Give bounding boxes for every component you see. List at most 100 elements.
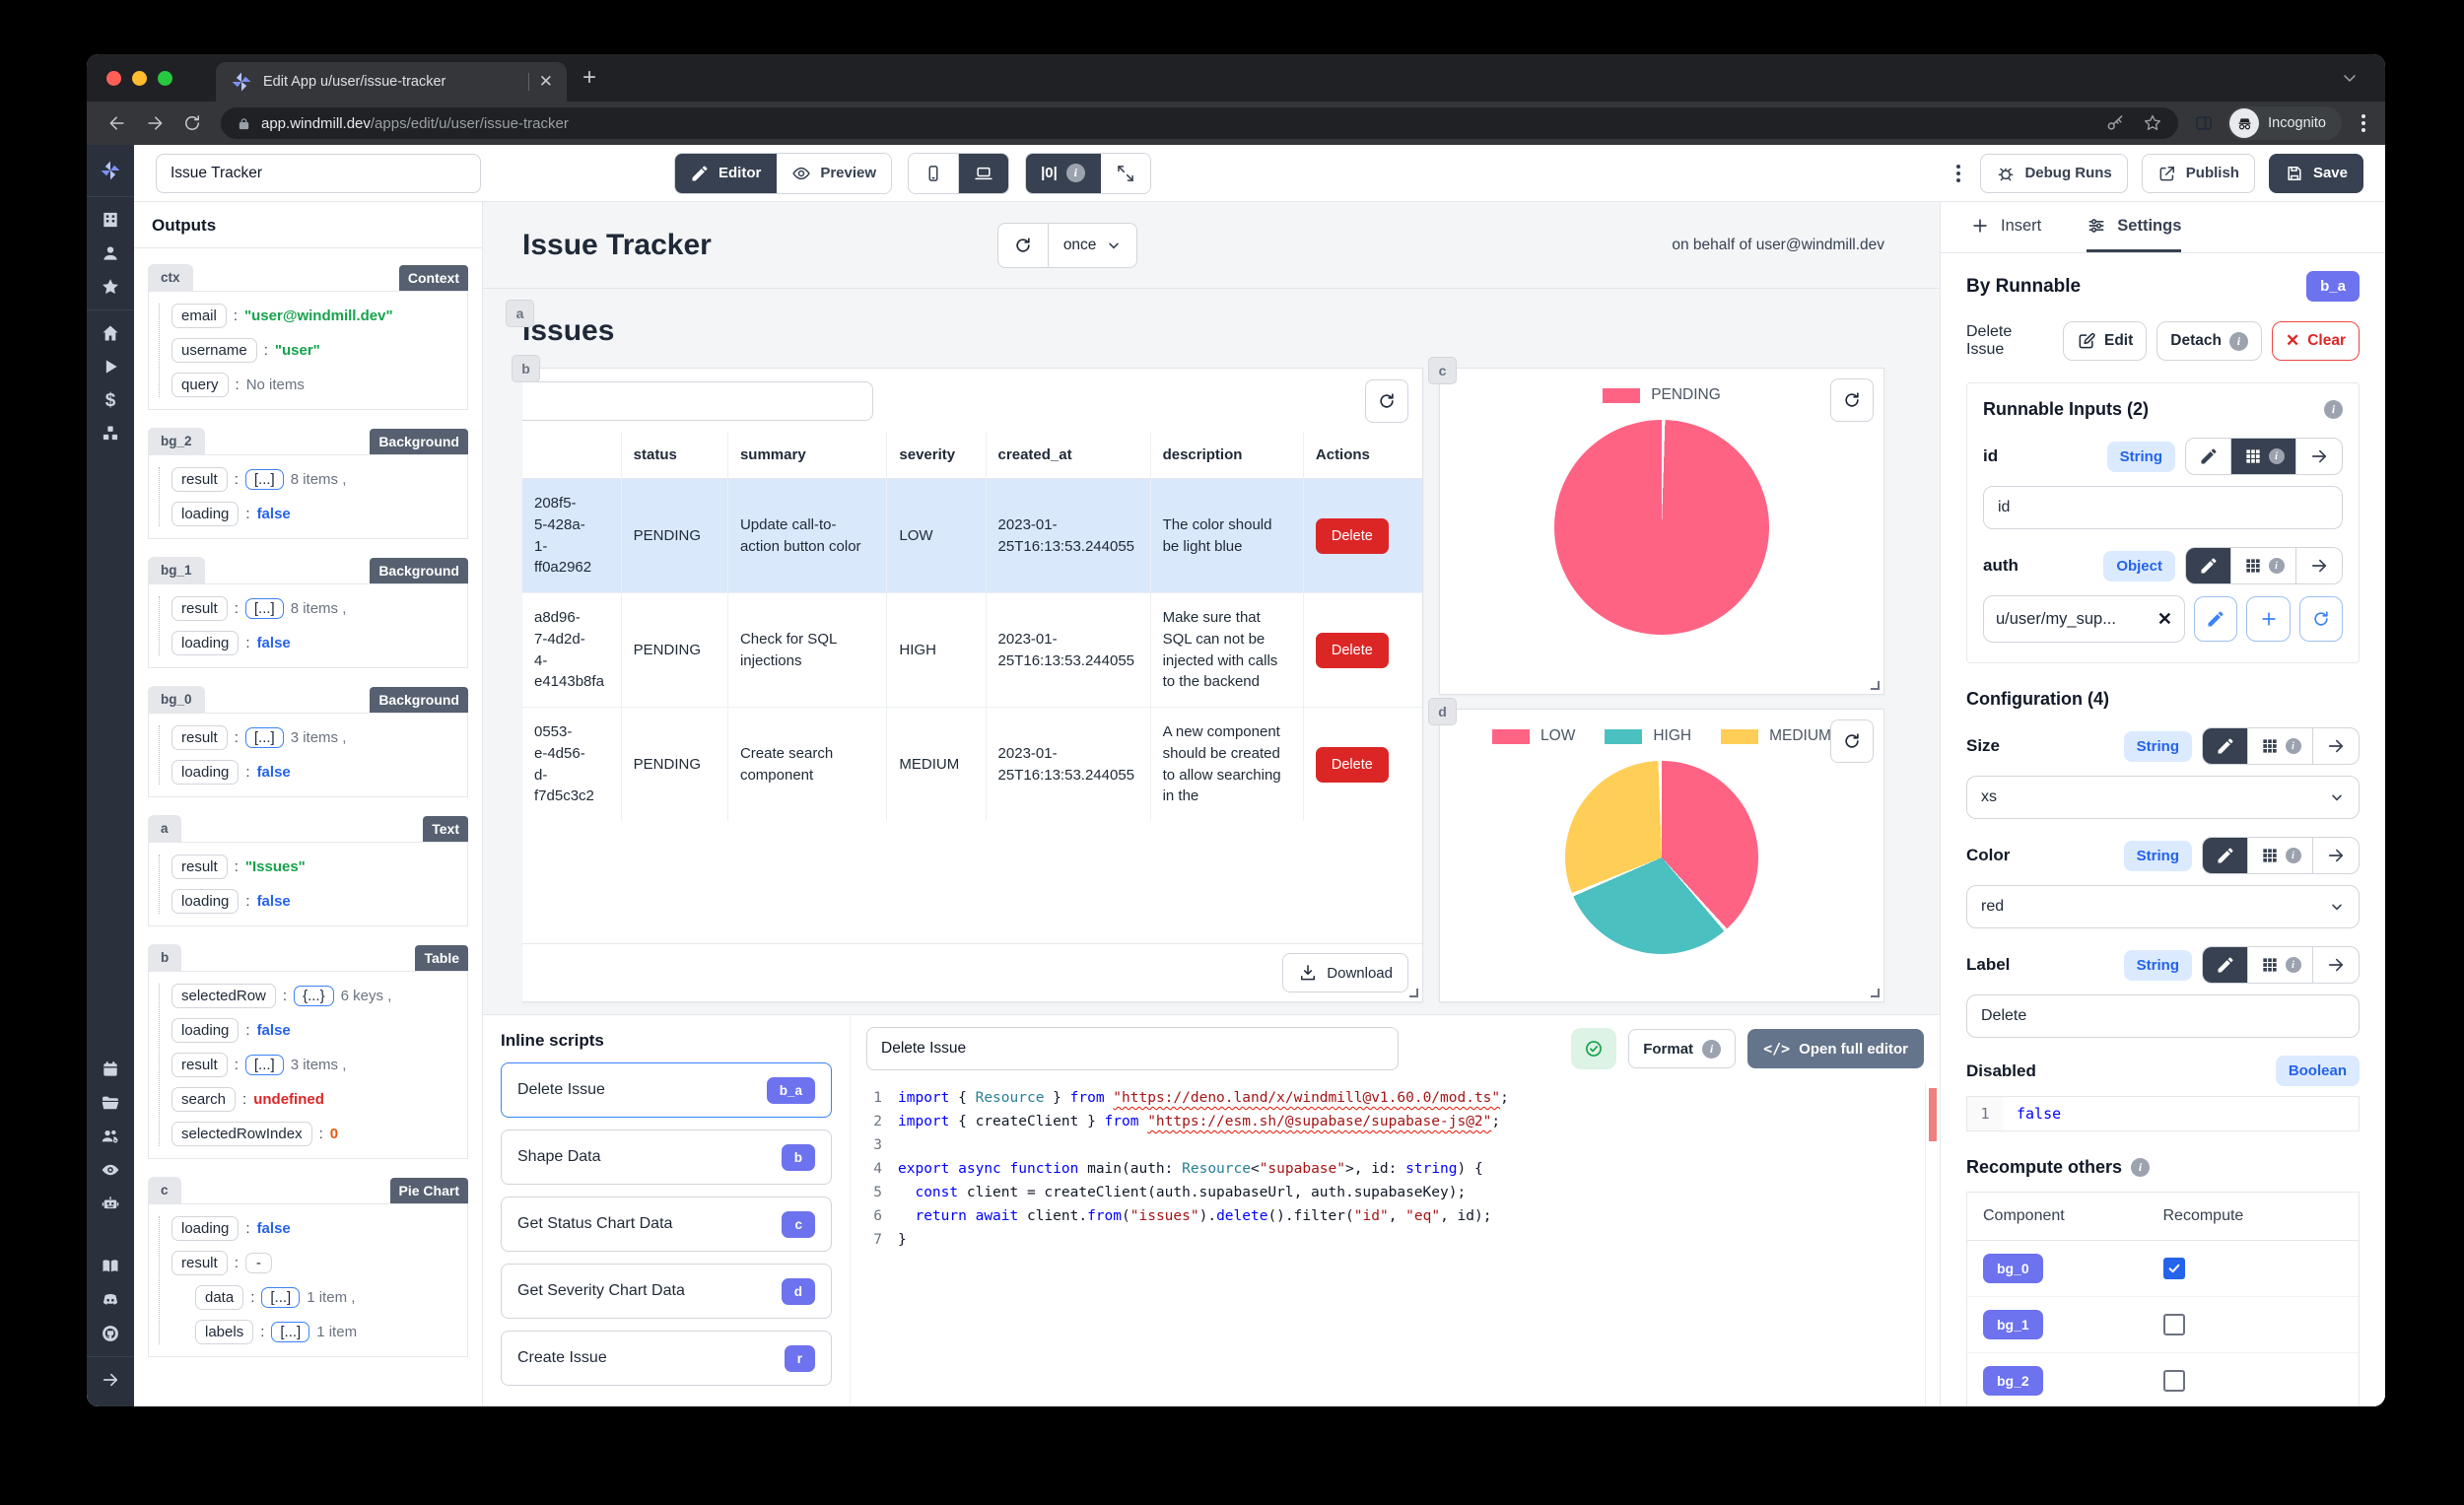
format-button[interactable]: Format i <box>1628 1029 1737 1068</box>
connect-mode-icon[interactable]: i <box>2248 728 2313 764</box>
play-icon[interactable] <box>101 357 120 376</box>
delete-row-button[interactable]: Delete <box>1315 517 1389 554</box>
more-menu-icon[interactable] <box>1951 164 1966 182</box>
eval-mode-icon[interactable] <box>2296 548 2342 583</box>
text-component[interactable]: a Issues <box>507 301 1884 348</box>
workspace-icon[interactable] <box>101 210 120 230</box>
column-header[interactable]: summary <box>727 432 888 479</box>
connect-mode-icon[interactable]: i <box>2248 947 2313 983</box>
book-icon[interactable] <box>101 1257 120 1276</box>
minimize-window-icon[interactable] <box>132 70 147 86</box>
eval-mode-icon[interactable] <box>2313 728 2359 764</box>
star-icon[interactable] <box>101 277 120 297</box>
discord-icon[interactable] <box>101 1290 120 1310</box>
delete-row-button[interactable]: Delete <box>1315 632 1389 668</box>
output-key[interactable]: loading <box>171 631 240 655</box>
binding-mode-toggle[interactable]: i <box>2185 547 2343 584</box>
column-header[interactable]: status <box>621 432 728 479</box>
table-row[interactable]: 208f5- 5-428a- 1- ff0a2962 PENDING Updat… <box>522 478 1422 593</box>
field-select[interactable]: xs <box>1966 776 2360 819</box>
inline-script-item[interactable]: Shape Data b <box>501 1129 832 1185</box>
legend-entry[interactable]: HIGH <box>1605 727 1691 745</box>
output-component-id[interactable]: ctx <box>148 264 193 291</box>
recompute-checkbox[interactable] <box>2162 1314 2185 1335</box>
field-input[interactable]: id <box>1983 486 2343 529</box>
editor-scrollbar[interactable] <box>1925 1082 1940 1406</box>
editor-tab[interactable]: Editor <box>675 153 778 193</box>
field-select[interactable]: red <box>1966 885 2360 928</box>
refresh-mode-dropdown[interactable]: once <box>1049 224 1137 267</box>
calendar-icon[interactable] <box>101 1060 120 1079</box>
binding-mode-toggle[interactable]: i <box>2202 837 2360 874</box>
output-key[interactable]: result <box>171 1251 228 1275</box>
output-key[interactable]: loading <box>171 502 240 526</box>
output-key[interactable]: selectedRowIndex <box>171 1122 312 1146</box>
resource-picker[interactable]: u/user/my_sup... ✕ <box>1983 595 2185 643</box>
legend-entry[interactable]: PENDING <box>1603 386 1721 404</box>
incognito-badge[interactable]: Incognito <box>2227 106 2342 140</box>
chevron-down-icon[interactable] <box>2340 68 2360 88</box>
hide-outputs-button[interactable]: |0| i <box>1026 153 1101 193</box>
resize-handle[interactable] <box>1871 681 1880 690</box>
column-header[interactable]: description <box>1150 432 1304 479</box>
output-key[interactable]: loading <box>171 889 240 914</box>
tab-settings[interactable]: Settings <box>2087 202 2182 252</box>
field-input[interactable]: Delete <box>1966 994 2360 1038</box>
mobile-view-button[interactable] <box>909 153 960 193</box>
output-key[interactable]: loading <box>171 1018 240 1043</box>
github-icon[interactable] <box>101 1324 120 1343</box>
cubes-icon[interactable] <box>101 424 120 444</box>
resize-handle[interactable] <box>1871 989 1880 997</box>
save-button[interactable]: Save <box>2268 153 2363 193</box>
output-key[interactable]: labels <box>195 1320 254 1344</box>
inline-script-item[interactable]: Delete Issue b_a <box>501 1062 832 1118</box>
static-mode-icon[interactable] <box>2203 838 2248 873</box>
key-icon[interactable] <box>2105 113 2125 133</box>
output-component-id[interactable]: bg_2 <box>148 428 205 454</box>
output-key[interactable]: result <box>171 467 228 492</box>
inline-script-item[interactable]: Create Issue r <box>501 1331 832 1386</box>
boolean-code-editor[interactable]: 1 false <box>1966 1096 2360 1131</box>
close-window-icon[interactable] <box>106 70 121 86</box>
column-header[interactable]: Actions <box>1303 432 1422 479</box>
address-field[interactable]: app.windmill.dev/apps/edit/u/user/issue-… <box>221 107 2179 139</box>
detach-button[interactable]: Detach i <box>2156 321 2262 361</box>
output-component-id[interactable]: bg_1 <box>148 557 205 583</box>
eval-mode-icon[interactable] <box>2313 838 2359 873</box>
output-collapsed-value[interactable]: [...] <box>244 598 284 619</box>
output-key[interactable]: result <box>171 596 228 621</box>
recompute-checkbox[interactable] <box>2162 1258 2185 1279</box>
connect-mode-icon[interactable]: i <box>2231 439 2296 474</box>
user-group-icon[interactable] <box>101 1127 120 1146</box>
maximize-window-icon[interactable] <box>158 70 172 86</box>
tab-insert[interactable]: Insert <box>1970 202 2041 252</box>
static-mode-icon[interactable] <box>2203 728 2248 764</box>
publish-button[interactable]: Publish <box>2141 153 2255 193</box>
static-mode-icon[interactable] <box>2186 439 2231 474</box>
debug-runs-button[interactable]: Debug Runs <box>1980 153 2128 193</box>
output-key[interactable]: result <box>171 725 228 750</box>
add-resource-button[interactable] <box>2246 596 2291 642</box>
connect-mode-icon[interactable]: i <box>2248 838 2313 873</box>
output-key[interactable]: result <box>171 1053 228 1077</box>
output-key[interactable]: data <box>195 1285 244 1310</box>
output-key[interactable]: loading <box>171 1216 240 1241</box>
expand-sidebar-icon[interactable] <box>101 1370 120 1390</box>
eye-icon[interactable] <box>101 1160 120 1180</box>
chart-refresh-button[interactable] <box>1830 719 1874 763</box>
reload-icon[interactable] <box>175 106 209 140</box>
home-icon[interactable] <box>101 323 120 343</box>
canvas-refresh-button[interactable] <box>998 223 1049 267</box>
static-mode-icon[interactable] <box>2186 548 2231 583</box>
output-key[interactable]: loading <box>171 760 240 785</box>
inline-script-item[interactable]: Get Status Chart Data c <box>501 1197 832 1252</box>
output-key[interactable]: search <box>171 1087 237 1112</box>
close-tab-icon[interactable]: ✕ <box>538 72 553 91</box>
eval-mode-icon[interactable] <box>2296 439 2342 474</box>
folder-icon[interactable] <box>101 1093 120 1113</box>
table-search-input[interactable] <box>522 381 873 421</box>
output-collapsed-value[interactable]: [...] <box>244 1055 284 1075</box>
chart-refresh-button[interactable] <box>1830 378 1874 422</box>
download-button[interactable]: Download <box>1282 953 1408 992</box>
bookmark-star-icon[interactable] <box>2143 113 2162 133</box>
